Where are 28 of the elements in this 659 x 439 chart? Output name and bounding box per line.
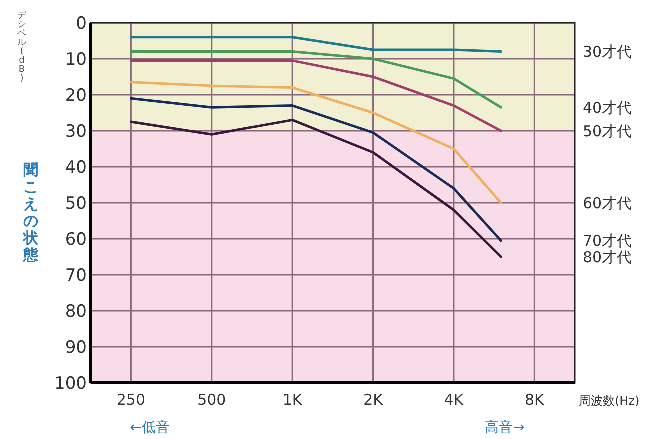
text: 高音→ (485, 420, 526, 436)
y-axis-title: 聞こえの状態 (22, 161, 40, 264)
y-tick-label: 100 (54, 374, 87, 394)
text: 70才代 (583, 232, 632, 250)
text: デシベル(dB) (18, 11, 28, 84)
text: ←低音 (130, 420, 170, 436)
x-tick-label: 250 (116, 391, 146, 409)
y-tick-label: 50 (65, 194, 87, 214)
x-tick-label: 4K (444, 391, 465, 409)
y-tick-label: 30 (65, 122, 87, 142)
text: 60才代 (583, 194, 632, 212)
y-tick-label: 90 (65, 338, 87, 358)
y-tick-label: 80 (65, 302, 87, 322)
x-tick-label: 1K (282, 391, 304, 409)
x-tick-label: 8K (524, 391, 546, 409)
text: 50才代 (583, 122, 632, 140)
text: 40才代 (583, 98, 632, 117)
y-tick-label: 40 (65, 158, 87, 178)
text: 80才代 (583, 248, 632, 266)
y-tick-label: 20 (65, 86, 87, 106)
y-tick-label: 10 (65, 50, 87, 70)
y-tick-label: 70 (65, 266, 87, 286)
y-tick-label: 60 (65, 230, 87, 250)
y-tick-label: 0 (76, 14, 87, 34)
text: 30才代 (583, 43, 632, 62)
x-axis-title: 周波数(Hz) (579, 394, 640, 408)
x-tick-label: 500 (198, 391, 226, 409)
x-tick-label: 2K (364, 391, 384, 409)
